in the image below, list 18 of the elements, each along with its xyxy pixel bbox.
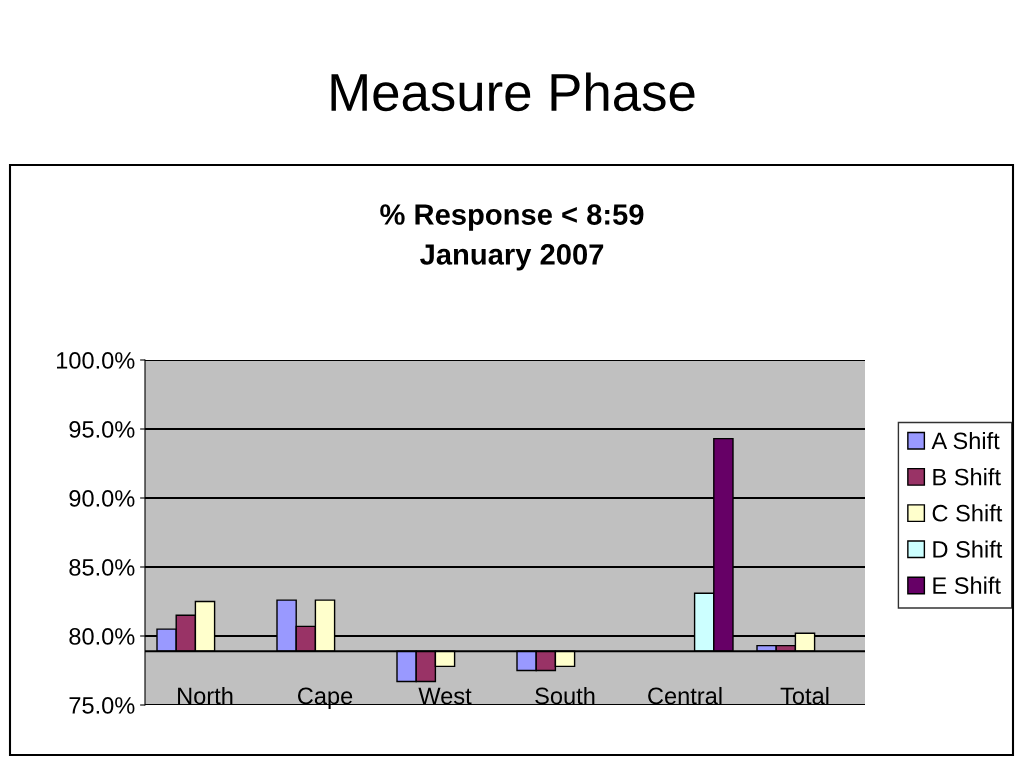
y-tick-label: 75.0% xyxy=(69,697,135,714)
x-tick-label: Total xyxy=(780,686,829,705)
x-tick-label: North xyxy=(178,686,233,705)
y-tick-label: 95.0% xyxy=(69,421,135,438)
x-tick-label: South xyxy=(535,686,595,705)
legend-label: A Shift xyxy=(931,431,1000,450)
y-tick-label: 85.0% xyxy=(69,559,135,576)
x-tick-label: West xyxy=(418,687,472,705)
legend-label: C Shift xyxy=(932,504,1003,522)
y-tick-label: 90.0% xyxy=(69,490,135,507)
y-tick-label: 100.0% xyxy=(57,352,135,369)
chart-title: Measure Phase xyxy=(331,72,695,112)
x-tick-label: Central xyxy=(648,686,722,705)
legend-label: D Shift xyxy=(933,540,1003,558)
y-tick-label: 80.0% xyxy=(69,628,135,645)
legend-label: B Shift xyxy=(933,468,1001,486)
legend-label: E Shift xyxy=(933,576,1001,594)
chart-subtitle: % Response < 8:59 January 2007 xyxy=(380,204,644,271)
